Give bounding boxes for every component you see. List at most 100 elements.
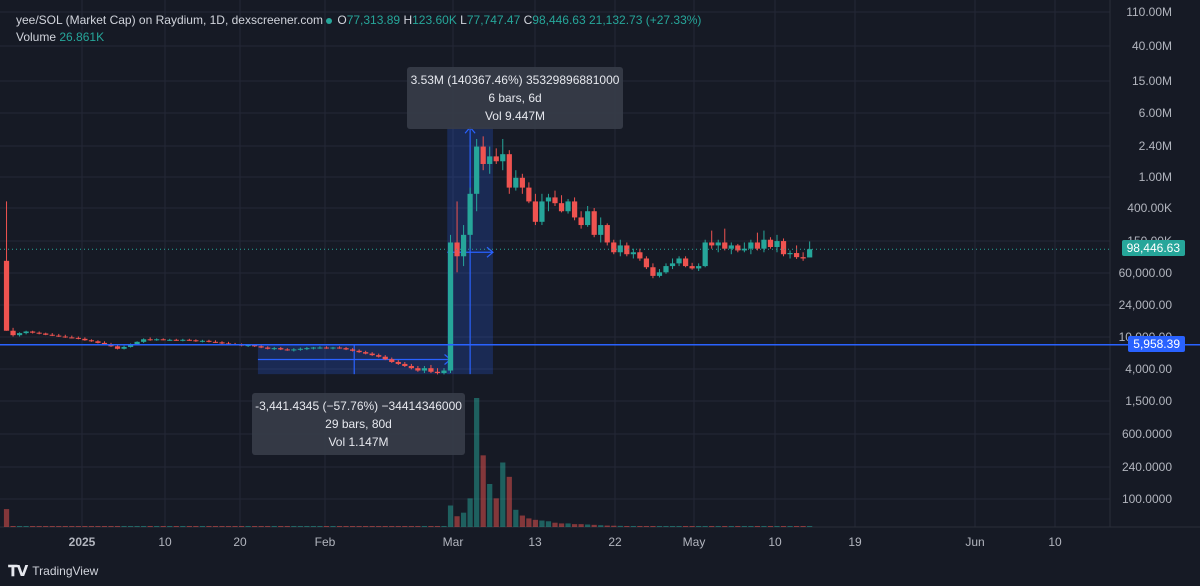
candle-body-65 bbox=[428, 368, 434, 372]
volume-bar-2 bbox=[16, 526, 23, 527]
volume-bar-51 bbox=[336, 526, 343, 527]
volume-bar-76 bbox=[500, 462, 506, 527]
volume-bar-86 bbox=[565, 523, 571, 527]
candle-body-78 bbox=[513, 177, 519, 188]
brand-name: TradingView bbox=[32, 564, 99, 578]
time-tick-label-1: 10 bbox=[158, 535, 172, 549]
candle-body-112 bbox=[735, 245, 741, 251]
candle-32 bbox=[212, 340, 219, 343]
candle-10 bbox=[69, 335, 75, 339]
candle-104 bbox=[682, 256, 689, 268]
candle-body-31 bbox=[206, 340, 212, 342]
volume-bar-41 bbox=[271, 526, 277, 527]
candle-109 bbox=[715, 239, 721, 253]
price-axis[interactable]: 110.00M 40.00M 15.00M 6.00M 2.40M 1.00M 400.00… bbox=[1119, 5, 1173, 506]
measure-down-line2: 29 bars, 80d bbox=[325, 417, 392, 431]
candle-68 bbox=[447, 234, 454, 374]
candle-55 bbox=[363, 350, 369, 355]
candle-107 bbox=[702, 239, 708, 268]
time-axis[interactable]: 2025 10 20 Feb Mar 13 22 May 10 19 Jun 10 bbox=[69, 535, 1062, 549]
candle-body-30 bbox=[199, 340, 206, 342]
candle-81 bbox=[532, 193, 539, 226]
candle-body-120 bbox=[787, 253, 793, 255]
candle-body-85 bbox=[558, 203, 565, 212]
volume-bar-27 bbox=[180, 526, 186, 527]
volume-bar-32 bbox=[212, 526, 219, 527]
candle-90 bbox=[591, 207, 597, 238]
volume-bar-97 bbox=[637, 526, 643, 527]
candle-27 bbox=[180, 338, 186, 342]
volume-bar-14 bbox=[95, 526, 101, 527]
candle-body-97 bbox=[637, 252, 643, 259]
volume-bar-71 bbox=[467, 498, 473, 527]
candle-87 bbox=[571, 197, 578, 221]
candle-67 bbox=[441, 368, 447, 375]
volume-bar-6 bbox=[43, 526, 49, 527]
candle-51 bbox=[336, 346, 343, 349]
candle-body-63 bbox=[415, 368, 421, 371]
candle-17 bbox=[114, 345, 121, 350]
candle-85 bbox=[558, 195, 565, 213]
volume-bar-18 bbox=[121, 526, 127, 527]
footer-branding[interactable]: 𝐓V TradingView bbox=[8, 562, 98, 580]
horizontal-line[interactable] bbox=[0, 248, 1200, 346]
volume-bar-29 bbox=[193, 526, 199, 527]
volume-bar-105 bbox=[689, 526, 695, 527]
volume-bar-39 bbox=[258, 526, 264, 527]
candle-4 bbox=[30, 330, 36, 334]
candle-body-64 bbox=[421, 368, 428, 371]
candle-body-100 bbox=[656, 272, 663, 276]
candle-body-116 bbox=[761, 239, 767, 249]
candle-64 bbox=[421, 365, 428, 374]
volume-bar-72 bbox=[474, 398, 480, 527]
current-price-badge: 98,446.63 bbox=[1121, 240, 1185, 257]
status-dot-icon bbox=[326, 17, 333, 24]
legend-high-label: H bbox=[403, 13, 413, 27]
volume-bar-42 bbox=[278, 526, 284, 527]
candle-body-122 bbox=[800, 257, 806, 259]
candle-70 bbox=[460, 225, 467, 267]
candle-11 bbox=[75, 336, 81, 340]
candle-body-68 bbox=[447, 242, 454, 371]
candle-body-114 bbox=[748, 242, 754, 249]
candle-body-108 bbox=[709, 242, 715, 246]
time-tick-label-9: 19 bbox=[848, 535, 862, 549]
volume-bar-5 bbox=[36, 526, 42, 527]
candle-44 bbox=[291, 348, 297, 352]
volume-bar-90 bbox=[591, 524, 597, 527]
tradingview-logo-icon: 𝐓V bbox=[8, 562, 28, 580]
candle-body-17 bbox=[114, 346, 121, 349]
price-tick-label-9: 24,000.00 bbox=[1119, 298, 1173, 312]
legend-open: 77,313.89 bbox=[346, 13, 401, 27]
measure-down-line3: Vol 1.147M bbox=[328, 435, 389, 449]
candle-body-43 bbox=[284, 349, 290, 351]
candle-79 bbox=[519, 173, 525, 194]
volume-bar-60 bbox=[395, 526, 401, 527]
legend-close: 98,446.63 bbox=[532, 13, 586, 27]
candle-body-101 bbox=[663, 266, 669, 273]
legend-close-label: C bbox=[523, 13, 533, 27]
price-tick-label-6: 400.00K bbox=[1127, 201, 1172, 215]
measure-up-tool[interactable] bbox=[447, 126, 494, 375]
volume-bar-109 bbox=[715, 526, 721, 527]
candle-body-21 bbox=[141, 339, 147, 342]
candle-95 bbox=[624, 242, 630, 257]
candle-69 bbox=[454, 201, 460, 273]
candle-120 bbox=[787, 250, 793, 259]
volume-bar-118 bbox=[774, 526, 780, 527]
candle-12 bbox=[82, 337, 88, 341]
candle-117 bbox=[767, 237, 774, 249]
candle-body-4 bbox=[30, 331, 36, 333]
candlesticks bbox=[3, 136, 813, 375]
candle-body-67 bbox=[441, 370, 447, 374]
candle-body-102 bbox=[669, 263, 676, 267]
volume-bar-81 bbox=[532, 519, 539, 527]
candle-111 bbox=[728, 242, 734, 255]
candle-body-121 bbox=[793, 253, 800, 258]
volume-bar-23 bbox=[154, 526, 160, 527]
candle-body-42 bbox=[278, 348, 284, 350]
candle-body-89 bbox=[585, 211, 591, 226]
volume-bar-87 bbox=[571, 524, 578, 527]
candle-93 bbox=[611, 239, 617, 255]
candle-body-66 bbox=[434, 371, 441, 374]
